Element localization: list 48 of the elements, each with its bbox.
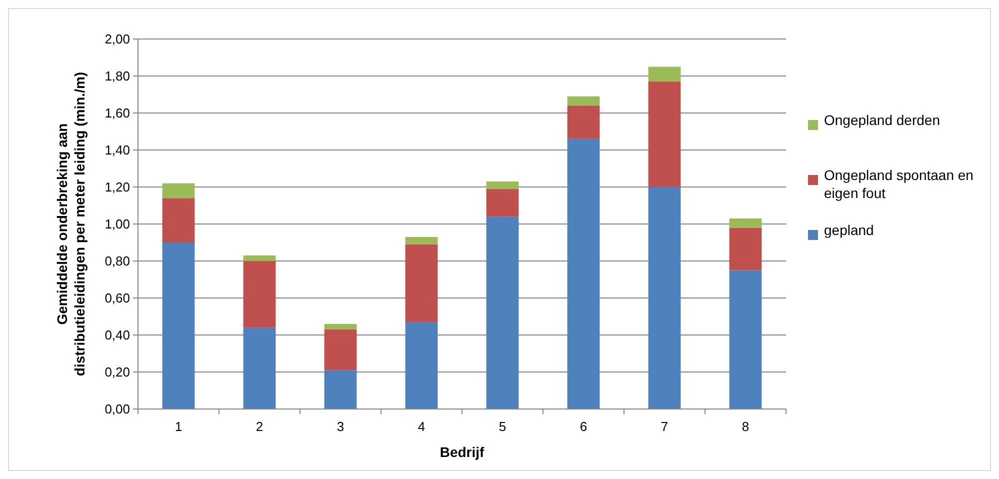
legend-label: gepland	[824, 222, 874, 238]
x-tick-label: 4	[418, 419, 426, 434]
y-tick-label: 0,20	[104, 364, 130, 380]
bar	[729, 270, 762, 409]
y-tick-label: 1,00	[104, 216, 130, 232]
y-tick-label: 1,60	[104, 106, 130, 121]
y-tick-label: 0,60	[104, 290, 130, 306]
y-tick-label: 1,80	[104, 68, 130, 84]
x-tick-label: 2	[256, 419, 264, 434]
legend-label: Ongepland derden	[824, 112, 940, 128]
bar	[324, 370, 357, 409]
bar	[567, 106, 600, 139]
bar	[648, 187, 681, 409]
x-tick-label: 3	[336, 419, 344, 434]
y-tick-label: 0,00	[104, 402, 130, 417]
bar	[162, 242, 195, 409]
x-tick-label: 6	[580, 419, 588, 434]
bar	[243, 328, 276, 409]
bar	[162, 198, 195, 242]
x-tick-label: 7	[660, 419, 668, 434]
bar	[486, 216, 519, 409]
bar	[729, 228, 762, 270]
bar	[405, 236, 438, 244]
x-tick-label: 5	[498, 419, 506, 434]
y-tick-label: 0,80	[104, 254, 130, 269]
y-axis-title: Gemiddelde onderbreking aan distributieleidingen per meter leiding (min./m)	[54, 72, 88, 376]
bar	[324, 324, 357, 330]
bar	[648, 66, 681, 82]
legend-label: Ongepland spontaan en eigen fout	[824, 167, 974, 202]
y-tick-label: 1,40	[104, 142, 130, 158]
bar	[324, 329, 357, 370]
x-axis-title: Bedrijf	[440, 444, 485, 460]
y-tick-label: 2,00	[104, 32, 130, 47]
bar	[405, 322, 438, 409]
bar	[405, 244, 438, 322]
bar	[243, 261, 276, 328]
y-tick-label: 0,40	[104, 328, 130, 343]
bar	[648, 82, 681, 187]
bar	[486, 181, 519, 189]
bar	[567, 138, 600, 409]
y-tick-label: 1,20	[104, 180, 130, 195]
x-tick-label: 1	[174, 419, 182, 434]
bar	[243, 255, 276, 261]
bar	[729, 218, 762, 228]
x-tick-label: 8	[742, 419, 750, 434]
bar	[567, 96, 600, 106]
bar	[486, 188, 519, 217]
bar	[162, 183, 195, 198]
